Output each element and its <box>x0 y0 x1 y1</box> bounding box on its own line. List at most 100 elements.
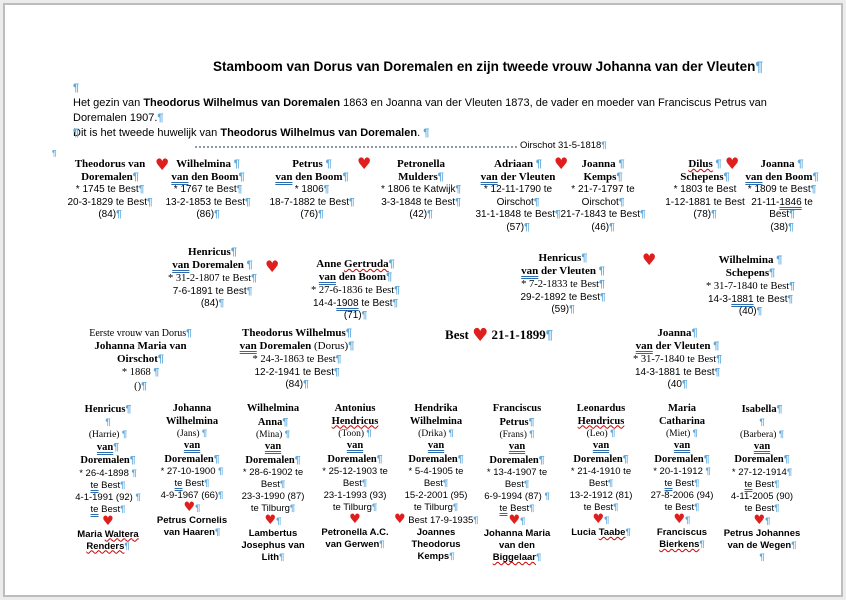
person-card-henricus-van-doremalen: Henricus¶ van Doremalen ¶ * 31-2-1807 te B… <box>155 246 270 311</box>
text-line: * 5-4-1905 te <box>408 466 464 477</box>
text-line: Franciscus <box>492 403 542 414</box>
pilcrow-mark: ¶ <box>529 429 535 440</box>
text-line: Wilhelmina <box>409 415 463 427</box>
text-line: Petronella <box>396 158 446 170</box>
text-line: Maria <box>668 403 696 414</box>
pilcrow-mark: ¶ <box>699 539 705 550</box>
pilcrow-mark: ¶ <box>124 540 130 552</box>
pilcrow-mark: ¶ <box>812 171 819 183</box>
text-line: Leonardus <box>576 403 626 414</box>
text-line: Antonius <box>334 403 376 414</box>
text-line: van den Boom¶ <box>318 271 393 283</box>
text-line: Theodorus <box>411 539 461 550</box>
text-line: ♥¶ <box>720 514 804 528</box>
pilcrow-mark: ¶ <box>251 272 257 284</box>
text-line: * 28-6-1902 te <box>242 467 304 478</box>
text-line: Theodorus van <box>74 158 146 170</box>
text-line: 18-7-1882 te Best¶ <box>269 196 355 208</box>
text-line: (40¶ <box>667 379 688 390</box>
pilcrow-mark: ¶ <box>529 503 535 514</box>
text-line: van den Boom¶ <box>745 171 819 183</box>
pilcrow-mark: ¶ <box>455 196 461 208</box>
text-line: Anna¶ <box>257 415 289 428</box>
text-line: * 20-1-1912 ¶ <box>653 466 711 477</box>
child-card-leonardus-hendricus-leo: Leonardus Hendricus (Leo) ¶ van Doremalen¶ * … <box>559 403 643 539</box>
text-line: 14-3-1881 te Best¶ <box>634 366 721 378</box>
pilcrow-mark: ¶ <box>116 209 122 220</box>
text-line: Schepens¶ <box>680 171 730 183</box>
pilcrow-mark: ¶ <box>437 171 444 183</box>
child-card-henricus-harrie: Henricus¶ ¶ (Harrie) ¶ van¶ Doremalen¶ * 26-4… <box>66 403 150 553</box>
text-line: Josephus van <box>241 540 305 551</box>
text-line: Wilhelmina <box>165 415 219 427</box>
pilcrow-mark: ¶ <box>759 416 765 428</box>
text-line: Doremalen¶ <box>81 171 139 183</box>
pilcrow-mark: ¶ <box>325 158 332 170</box>
text-line: (Miet) ¶ <box>666 428 698 439</box>
child-card-antonius-hendricus-toon: Antonius Hendricus (Toon) ¶ van Doremalen¶ * … <box>313 403 397 551</box>
text-line: van <box>231 441 315 454</box>
pilcrow-mark: ¶ <box>141 379 147 392</box>
text-line: Lambertus <box>248 528 298 539</box>
text-line: van der Vleuten ¶ <box>635 340 720 352</box>
text-line: Wilhelmina <box>246 403 300 414</box>
text-line: Franciscus <box>656 527 708 538</box>
text-line: (46)¶ <box>591 221 615 233</box>
text-line: 14-3-1881 te Best¶ <box>707 293 794 305</box>
pilcrow-mark: ¶ <box>218 466 224 477</box>
pilcrow-mark: ¶ <box>214 209 220 220</box>
text-line: 21-11-1846 te <box>751 196 813 208</box>
text-line: te Best¶ <box>499 503 535 514</box>
text-line: 13-2-1853 te Best¶ <box>165 196 251 208</box>
pilcrow-mark: ¶ <box>233 158 240 170</box>
pilcrow-mark: ¶ <box>146 196 153 208</box>
text-line: Doremalen¶ <box>489 453 545 466</box>
grammar-underline: van <box>264 441 282 452</box>
text-line: Best ♥ 21-1-1899¶ <box>445 325 553 346</box>
pilcrow-mark: ¶ <box>279 479 286 490</box>
person-card-joanna-kemps: Joanna ¶ Kemps¶ * 21-7-1797 te Oirschot¶ 21-… <box>553 158 653 234</box>
pilcrow-mark: ¶ <box>776 403 783 415</box>
text-line: 14-4-1908 te Best¶ <box>312 297 399 309</box>
pilcrow-mark: ¶ <box>73 127 79 139</box>
pilcrow-mark: ¶ <box>120 503 126 515</box>
grammar-underline: van <box>171 171 189 183</box>
pilcrow-mark: ¶ <box>213 452 220 465</box>
spellcheck-underline: Bierkens <box>659 539 700 550</box>
text-line: Schepens¶ <box>725 267 776 279</box>
pilcrow-mark: ¶ <box>473 515 479 526</box>
text-line: Oirschot¶ <box>581 196 625 208</box>
spellcheck-underline: Hendricus <box>331 415 379 427</box>
pilcrow-mark: ¶ <box>639 209 646 220</box>
pilcrow-mark: ¶ <box>294 453 301 466</box>
text-line: 15-2-2001 (95) <box>404 490 468 501</box>
text-line: van Gerwen¶ <box>325 539 385 550</box>
text-line: 13-2-1912 (81) <box>569 490 633 501</box>
text-line: * 1745 te Best¶ <box>75 184 145 195</box>
pilcrow-mark: ¶ <box>618 158 625 170</box>
pilcrow-mark: ¶ <box>755 59 763 74</box>
text-line: (Barbera) ¶ <box>739 428 785 440</box>
text-line: (Toon) ¶ <box>338 428 372 439</box>
text-line: (Mina) ¶ <box>255 429 291 440</box>
pilcrow-mark: ¶ <box>105 416 111 428</box>
spellcheck-underline: Gertruda <box>344 258 389 270</box>
pilcrow-mark: ¶ <box>138 184 145 195</box>
pilcrow-mark: ¶ <box>713 340 720 352</box>
pilcrow-mark: ¶ <box>774 502 780 514</box>
grammar-underline: 1908 <box>336 297 359 309</box>
pilcrow-mark: ¶ <box>448 428 454 439</box>
pilcrow-mark: ¶ <box>201 428 208 439</box>
grammar-underline: van <box>239 340 257 352</box>
text-line: Eerste vrouw van Dorus¶ <box>89 328 192 339</box>
pilcrow-mark: ¶ <box>121 428 128 440</box>
pilcrow-mark: ¶ <box>789 280 795 292</box>
pilcrow-mark: ¶ <box>131 467 137 479</box>
pilcrow-mark: ¶ <box>609 221 615 233</box>
grammar-underline: van <box>172 259 190 271</box>
marriage-separator: Oirschot 31-5-1818¶ <box>195 137 607 152</box>
text-line: Bierkens¶ <box>640 539 724 551</box>
grammar-underline: van <box>96 441 114 453</box>
pilcrow-mark: ¶ <box>230 246 237 258</box>
pilcrow-mark: ¶ <box>113 440 120 453</box>
